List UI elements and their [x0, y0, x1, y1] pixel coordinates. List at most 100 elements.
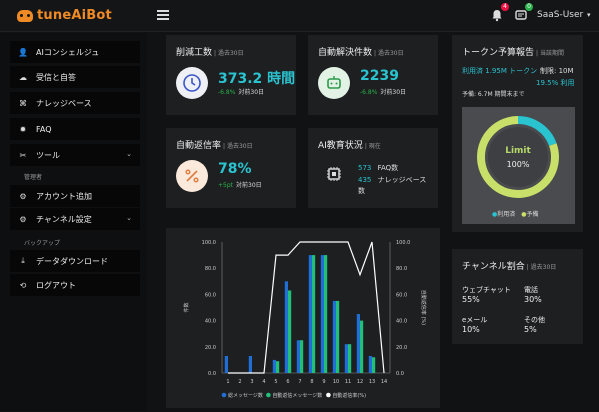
token-pct: 19.5% 利用 — [536, 79, 575, 87]
sidebar-item-label: ナレッジベース — [36, 98, 92, 108]
bar — [272, 359, 276, 373]
bar — [368, 355, 372, 373]
token-used: 利用済 1.95M トークン — [462, 67, 538, 75]
sidebar-item-tools[interactable]: ✂ ツール ⌄ — [10, 144, 140, 166]
x-tick-label: 2 — [238, 379, 241, 385]
card-title: 自動解決件数 | 過去30日 — [318, 48, 404, 58]
stat-card-auto-reply-rate: 自動返信率 | 過去30日 78% +5pt 対前30日 — [166, 128, 296, 208]
y2-tick-label: 0.0 — [396, 371, 404, 377]
y-axis-label: 件数 — [183, 302, 190, 312]
token-limit: 制限: 10M — [540, 67, 574, 75]
x-tick-label: 13 — [369, 379, 375, 385]
x-tick-label: 14 — [381, 379, 387, 385]
ai-education-card: AI教育状況 | 現在 573 FAQ数 435 ナレッジベース 数 — [308, 128, 438, 208]
robot-icon — [318, 67, 350, 99]
bar — [320, 255, 324, 373]
bar — [288, 290, 292, 373]
top-bar: tuneAiBot 4 0 SaaS-User ▾ — [0, 0, 599, 32]
bar — [248, 355, 252, 373]
card-title: トークン予算報告 | 当該期間 — [462, 48, 564, 58]
sidebar: 👤 AIコンシェルジュ ☁ 受信と自答 ⌘ ナレッジベース ✹ FAQ ✂ ツール ⌄ 管… — [0, 33, 147, 411]
sidebar-item-logout[interactable]: ⟲ ログアウト — [10, 274, 140, 296]
bot-logo-icon — [17, 9, 33, 22]
card-title: チャンネル割合 | 過去30日 — [462, 262, 557, 272]
menu-toggle-icon[interactable] — [157, 10, 169, 20]
message-chart-card: 0.0 0.0 20.0 20.0 40.0 40.0 60.0 60.0 80.0 80.0 10… — [166, 228, 440, 408]
bar — [332, 300, 336, 373]
sidebar-item-label: FAQ — [36, 124, 52, 134]
chevron-down-icon: ⌄ — [126, 150, 132, 158]
channel-name: 電話 — [524, 286, 538, 294]
sidebar-item-knowledge[interactable]: ⌘ ナレッジベース — [10, 92, 140, 114]
user-name: SaaS-User — [537, 10, 584, 20]
user-menu[interactable]: SaaS-User ▾ — [537, 10, 591, 20]
bar — [356, 314, 360, 373]
clock-icon — [176, 67, 208, 99]
stat-delta: -6.8% 対前30日 — [360, 89, 407, 96]
bar — [284, 281, 288, 373]
line-series — [228, 241, 385, 374]
x-tick-label: 4 — [262, 379, 265, 385]
legend-label: 自動返信メッセージ数 — [272, 392, 322, 399]
kb-count-row: 435 ナレッジベース — [358, 176, 427, 184]
x-tick-label: 11 — [345, 379, 351, 385]
token-gauge-panel: Limit 100% ●利用済 ●予備 — [462, 107, 575, 224]
message-icon[interactable]: 0 — [514, 3, 533, 21]
legend-label: 自動返信率(%) — [332, 392, 366, 399]
bar — [372, 357, 376, 373]
channel-pct: 55% — [462, 295, 480, 304]
stat-value: 373.2 時間 — [218, 71, 296, 87]
bar — [308, 255, 312, 373]
sidebar-item-faq[interactable]: ✹ FAQ — [10, 118, 140, 140]
y-tick-label: 20.0 — [205, 345, 216, 351]
token-remain: 予備: 6.7M 期間末まで — [462, 91, 525, 98]
tools-icon: ✂ — [19, 150, 27, 160]
x-tick-label: 5 — [274, 379, 277, 385]
notification-badge: 4 — [501, 3, 509, 11]
bar — [344, 344, 348, 373]
chevron-down-icon: ⌄ — [126, 214, 132, 222]
bar — [296, 340, 300, 373]
user-icon: 👤 — [18, 47, 28, 57]
y-tick-label: 0.0 — [208, 371, 216, 377]
bell-icon[interactable]: 4 — [490, 3, 509, 22]
sidebar-item-concierge[interactable]: 👤 AIコンシェルジュ — [10, 41, 140, 63]
percent-icon — [176, 160, 208, 192]
y-tick-label: 40.0 — [205, 319, 216, 325]
bar — [276, 361, 280, 373]
x-tick-label: 8 — [310, 379, 313, 385]
y-tick-label: 100.0 — [202, 240, 216, 246]
legend-marker — [266, 392, 271, 398]
sidebar-item-account-add[interactable]: ⚙ アカウント追加 — [10, 185, 140, 207]
x-tick-label: 9 — [322, 379, 325, 385]
y2-tick-label: 80.0 — [396, 266, 407, 272]
stat-delta: +5pt 対前30日 — [218, 182, 262, 189]
gear-icon: ✹ — [19, 124, 27, 134]
legend-marker — [326, 392, 331, 398]
gauge-legend: ●利用済 ●予備 — [492, 211, 539, 218]
group-label-admin: 管理者 — [24, 174, 43, 181]
bar — [300, 340, 304, 373]
sidebar-item-download[interactable]: ⤓ データダウンロード — [10, 250, 140, 272]
gauge-reserve-arc — [477, 116, 559, 198]
sidebar-item-channel-settings[interactable]: ⚙ チャンネル設定 ⌄ — [10, 208, 140, 230]
download-icon: ⤓ — [21, 256, 25, 265]
inbox-icon: ☁ — [19, 72, 27, 82]
channel-settings-icon: ⚙ — [19, 214, 27, 224]
group-label-backup: バックアップ — [24, 240, 61, 247]
bar — [324, 255, 328, 373]
channel-pct: 10% — [462, 325, 480, 334]
stat-value: 2239 — [360, 68, 399, 84]
logout-icon: ⟲ — [19, 280, 27, 290]
sidebar-item-label: チャンネル設定 — [36, 214, 92, 224]
kb-unit: 数 — [358, 187, 365, 195]
x-tick-label: 6 — [286, 379, 289, 385]
y2-tick-label: 100.0 — [396, 240, 410, 246]
app-logo[interactable]: tuneAiBot — [17, 8, 112, 23]
sidebar-item-inbox[interactable]: ☁ 受信と自答 — [10, 66, 140, 88]
message-chart: 0.0 0.0 20.0 20.0 40.0 40.0 60.0 60.0 80.0 80.0 10… — [183, 240, 427, 399]
channel-name: ウェブチャット — [462, 286, 511, 294]
x-tick-label: 12 — [357, 379, 363, 385]
channel-name: eメール — [462, 316, 488, 324]
channel-pct: 5% — [524, 325, 537, 334]
